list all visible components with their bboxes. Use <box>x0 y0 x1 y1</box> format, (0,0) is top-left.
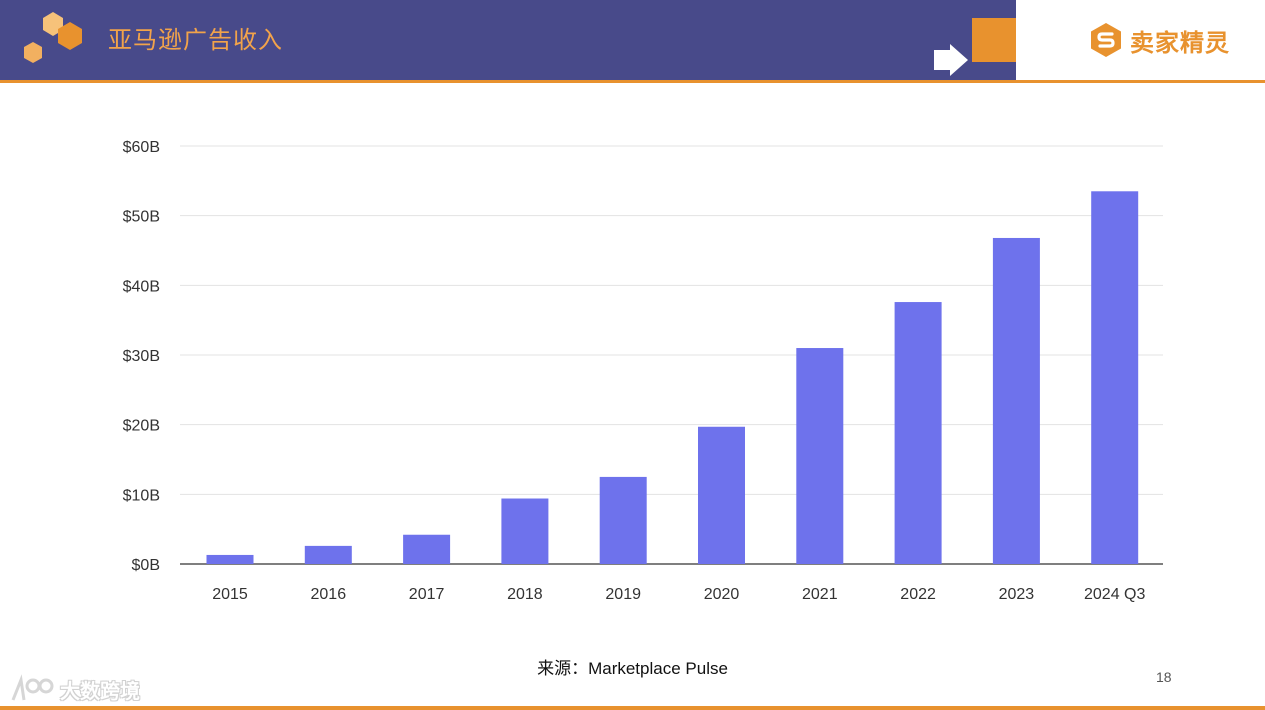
watermark: 大数跨境 <box>10 672 170 706</box>
bar-2019 <box>599 476 647 564</box>
bar-2018 <box>501 498 549 564</box>
source-note: 来源：Marketplace Pulse <box>537 659 728 678</box>
slide-title: 亚马逊广告收入 <box>108 27 283 54</box>
revenue-bar-chart: $0B $10B $20B $30B $40B $50B $60B 2015 2016 2017… <box>123 139 1163 603</box>
grid-layer: $0B $10B $20B $30B $40B $50B $60B <box>123 139 1163 574</box>
bar-2015 <box>206 554 254 564</box>
x-tick-label: 2016 <box>311 586 347 603</box>
x-tick-label: 2024 Q3 <box>1084 586 1145 603</box>
slide-header: 亚马逊广告收入 卖家精灵 <box>0 0 1265 82</box>
watermark-text: 大数跨境 <box>60 678 140 703</box>
brand-s-logo <box>1091 23 1121 57</box>
bar-2024-q3 <box>1091 191 1139 564</box>
footer-accent-line <box>0 706 1265 710</box>
bar-2022 <box>894 302 942 564</box>
hexagon-cluster-logo <box>24 12 82 63</box>
y-tick-label: $10B <box>123 487 160 504</box>
bar-2016 <box>304 545 352 564</box>
bar-2017 <box>403 534 451 564</box>
x-tick-label: 2015 <box>212 586 248 603</box>
y-tick-label: $60B <box>123 139 160 156</box>
chart-container: $0B $10B $20B $30B $40B $50B $60B 2015 2016 2017… <box>108 130 1168 610</box>
x-tick-label: 2023 <box>999 586 1035 603</box>
y-tick-label: $20B <box>123 418 160 435</box>
y-tick-label: $40B <box>123 278 160 295</box>
bar-2023 <box>992 237 1040 564</box>
bars-layer <box>206 191 1139 564</box>
page-number: 18 <box>1156 669 1172 685</box>
x-tick-label: 2021 <box>802 586 838 603</box>
x-tick-label: 2018 <box>507 586 543 603</box>
bar-2020 <box>698 426 745 564</box>
brand-logo: 卖家精灵 <box>1088 20 1248 60</box>
x-tick-labels: 2015 2016 2017 2018 2019 2020 2021 2022 2023 2024… <box>212 586 1145 603</box>
header-accent-line <box>0 80 1265 83</box>
y-tick-label: $30B <box>123 348 160 365</box>
bar-2021 <box>796 348 844 564</box>
y-tick-label: $0B <box>132 557 160 574</box>
x-tick-label: 2017 <box>409 586 445 603</box>
x-tick-label: 2022 <box>900 586 936 603</box>
x-tick-label: 2019 <box>605 586 641 603</box>
y-tick-label: $50B <box>123 209 160 226</box>
watermark-logo <box>11 674 54 701</box>
x-tick-label: 2020 <box>704 586 740 603</box>
brand-name: 卖家精灵 <box>1130 28 1230 57</box>
brand-panel <box>1016 0 1265 80</box>
